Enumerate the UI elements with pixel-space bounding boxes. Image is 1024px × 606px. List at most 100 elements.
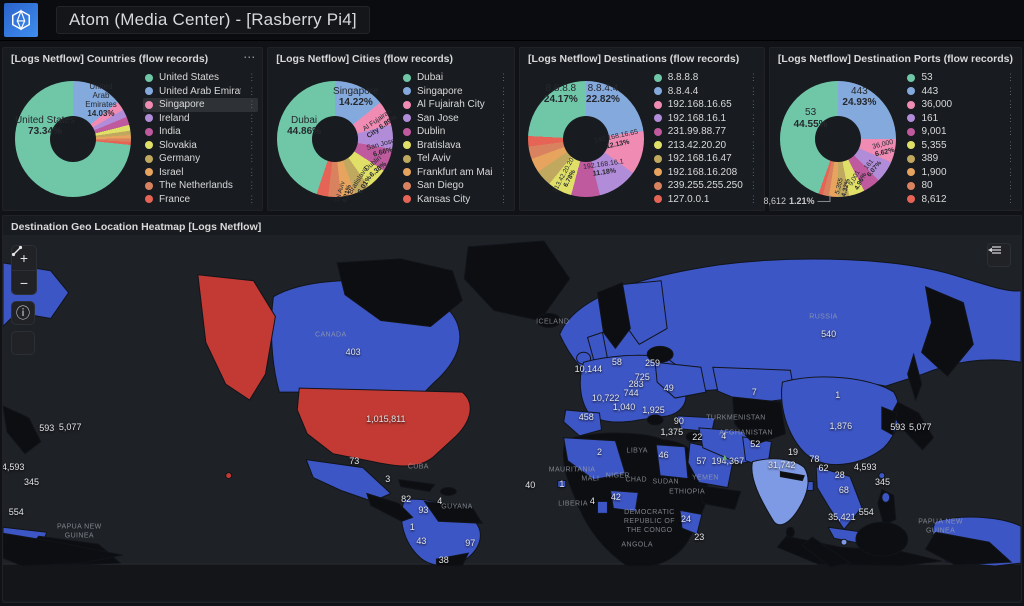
kebab-menu-icon[interactable]: ⋮ [748,153,758,164]
legend-item[interactable]: 443 ⋮ [905,85,1017,99]
kebab-menu-icon[interactable]: ⋮ [247,166,257,177]
legend-item[interactable]: 389 ⋮ [905,152,1017,166]
panel-title[interactable]: [Logs Netflow] Countries (flow records) [11,53,209,65]
kebab-menu-icon[interactable]: ⋮ [247,85,257,96]
legend-item[interactable]: Al Fujairah City ⋮ [401,98,510,112]
kebab-menu-icon[interactable]: ⋮ [1006,126,1015,137]
kebab-menu-icon[interactable]: ⋮ [247,139,257,150]
kebab-menu-icon[interactable]: ⋮ [1006,166,1015,177]
pie-chart[interactable] [779,80,896,197]
legend-item[interactable]: Singapore ⋮ [142,98,259,112]
kebab-menu-icon[interactable]: ⋮ [1006,153,1015,164]
legend-item[interactable]: France ⋮ [143,193,258,207]
panel-title[interactable]: [Logs Netflow] Destinations (flow record… [528,53,740,65]
legend-item[interactable]: Slovakia ⋮ [143,139,258,153]
kebab-menu-icon[interactable]: ⋮ [1006,139,1015,150]
pie-chart[interactable] [14,80,131,197]
panel-menu-icon[interactable]: ⋯ [243,50,257,64]
legend-label: 213.42.20.20 [667,139,727,151]
kebab-menu-icon[interactable]: ⋮ [748,72,758,83]
kebab-menu-icon[interactable]: ⋮ [499,153,509,164]
legend-item[interactable]: 192.168.16.65 ⋮ [652,98,760,112]
kebab-menu-icon[interactable]: ⋮ [748,85,758,96]
kebab-menu-icon[interactable]: ⋮ [499,85,509,96]
legend-item[interactable]: Ireland ⋮ [143,112,258,126]
legend-item[interactable]: San Diego ⋮ [401,179,510,193]
kebab-menu-icon[interactable]: ⋮ [748,180,758,191]
legend-item[interactable]: 8.8.4.4 ⋮ [652,85,760,99]
kebab-menu-icon[interactable]: ⋮ [1006,112,1015,123]
kebab-menu-icon[interactable]: ⋮ [499,193,509,204]
kebab-menu-icon[interactable]: ⋮ [748,126,758,137]
kebab-menu-icon[interactable]: ⋮ [247,112,257,123]
map-zoom-out-button[interactable]: − [12,270,36,294]
panel-title[interactable]: [Logs Netflow] Destination Ports (flow r… [777,53,1013,65]
legend-item[interactable]: Germany ⋮ [143,152,258,166]
kebab-menu-icon[interactable]: ⋮ [247,72,257,83]
legend-item[interactable]: 5,355 ⋮ [905,139,1017,153]
kebab-menu-icon[interactable]: ⋮ [247,153,257,164]
legend-item[interactable]: 213.42.20.20 ⋮ [652,139,760,153]
map-canvas[interactable]: CANADA 403 1,015,811 73 CUBA 40 3 82 4 93 1 43 97 38 G… [3,235,1021,602]
panel-title[interactable]: [Logs Netflow] Cities (flow records) [276,53,453,65]
legend-item[interactable]: 1,900 ⋮ [905,166,1017,180]
map-attribution-button[interactable]: ⓘ [11,301,35,325]
kebab-menu-icon[interactable]: ⋮ [1006,180,1015,191]
grafana-logo[interactable] [4,3,38,37]
pie-chart[interactable] [276,80,393,197]
kebab-menu-icon[interactable]: ⋮ [748,99,758,110]
kebab-menu-icon[interactable]: ⋮ [748,193,758,204]
pie-chart[interactable] [527,80,644,197]
legend-item[interactable]: 192.168.16.47 ⋮ [652,152,760,166]
kebab-menu-icon[interactable]: ⋮ [748,112,758,123]
legend-item[interactable]: 8,612 ⋮ [905,193,1017,207]
legend-item[interactable]: Tel Aviv ⋮ [401,152,510,166]
kebab-menu-icon[interactable]: ⋮ [247,180,257,191]
kebab-menu-icon[interactable]: ⋮ [1006,85,1015,96]
legend-item[interactable]: Frankfurt am Main ⋮ [401,166,510,180]
legend-color-dot [907,141,916,150]
legend-item[interactable]: India ⋮ [143,125,258,139]
legend-item[interactable]: Israel ⋮ [143,166,258,180]
kebab-menu-icon[interactable]: ⋮ [1006,193,1015,204]
map-zoom-in-button[interactable]: + [12,246,36,270]
legend-item[interactable]: 80 ⋮ [905,179,1017,193]
map-measure-button[interactable] [11,245,35,355]
kebab-menu-icon[interactable]: ⋮ [499,166,509,177]
legend-item[interactable]: 239.255.255.250 ⋮ [652,179,760,193]
kebab-menu-icon[interactable]: ⋮ [748,139,758,150]
legend-item[interactable]: 9,001 ⋮ [905,125,1017,139]
legend-item[interactable]: San Jose ⋮ [401,112,510,126]
kebab-menu-icon[interactable]: ⋮ [499,180,509,191]
legend-item[interactable]: The Netherlands ⋮ [143,179,258,193]
legend-item[interactable]: United Arab Emirates ⋮ [143,85,258,99]
legend-item[interactable]: 192.168.16.208 ⋮ [652,166,760,180]
kebab-menu-icon[interactable]: ⋮ [1006,99,1015,110]
legend-item[interactable]: 53 ⋮ [905,71,1017,85]
kebab-menu-icon[interactable]: ⋮ [499,112,509,123]
kebab-menu-icon[interactable]: ⋮ [499,99,509,110]
legend-item[interactable]: Singapore ⋮ [401,85,510,99]
legend-item[interactable]: 161 ⋮ [905,112,1017,126]
legend-item[interactable]: 231.99.88.77 ⋮ [652,125,760,139]
kebab-menu-icon[interactable]: ⋮ [247,193,257,204]
kebab-menu-icon[interactable]: ⋮ [499,139,509,150]
legend-item[interactable]: 8.8.8.8 ⋮ [652,71,760,85]
legend-item[interactable]: 127.0.0.1 ⋮ [652,193,760,207]
map-legend-toggle-button[interactable] [987,243,1011,267]
legend-item[interactable]: Dubai ⋮ [401,71,510,85]
legend-item[interactable]: Dublin ⋮ [401,125,510,139]
kebab-menu-icon[interactable]: ⋮ [499,126,509,137]
dashboard-title-container[interactable]: Atom (Media Center) - [Rasberry Pi4] [56,6,370,34]
kebab-menu-icon[interactable]: ⋮ [499,72,509,83]
legend-item[interactable]: 192.168.16.1 ⋮ [652,112,760,126]
kebab-menu-icon[interactable]: ⋮ [1006,72,1015,83]
legend-item[interactable]: United States ⋮ [143,71,258,85]
map-panel-title[interactable]: Destination Geo Location Heatmap [Logs N… [11,221,262,233]
kebab-menu-icon[interactable]: ⋮ [247,126,257,137]
legend-item[interactable]: Bratislava ⋮ [401,139,510,153]
kebab-menu-icon[interactable]: ⋮ [247,99,257,110]
legend-item[interactable]: 36,000 ⋮ [905,98,1017,112]
legend-item[interactable]: Kansas City ⋮ [401,193,510,207]
kebab-menu-icon[interactable]: ⋮ [748,166,758,177]
